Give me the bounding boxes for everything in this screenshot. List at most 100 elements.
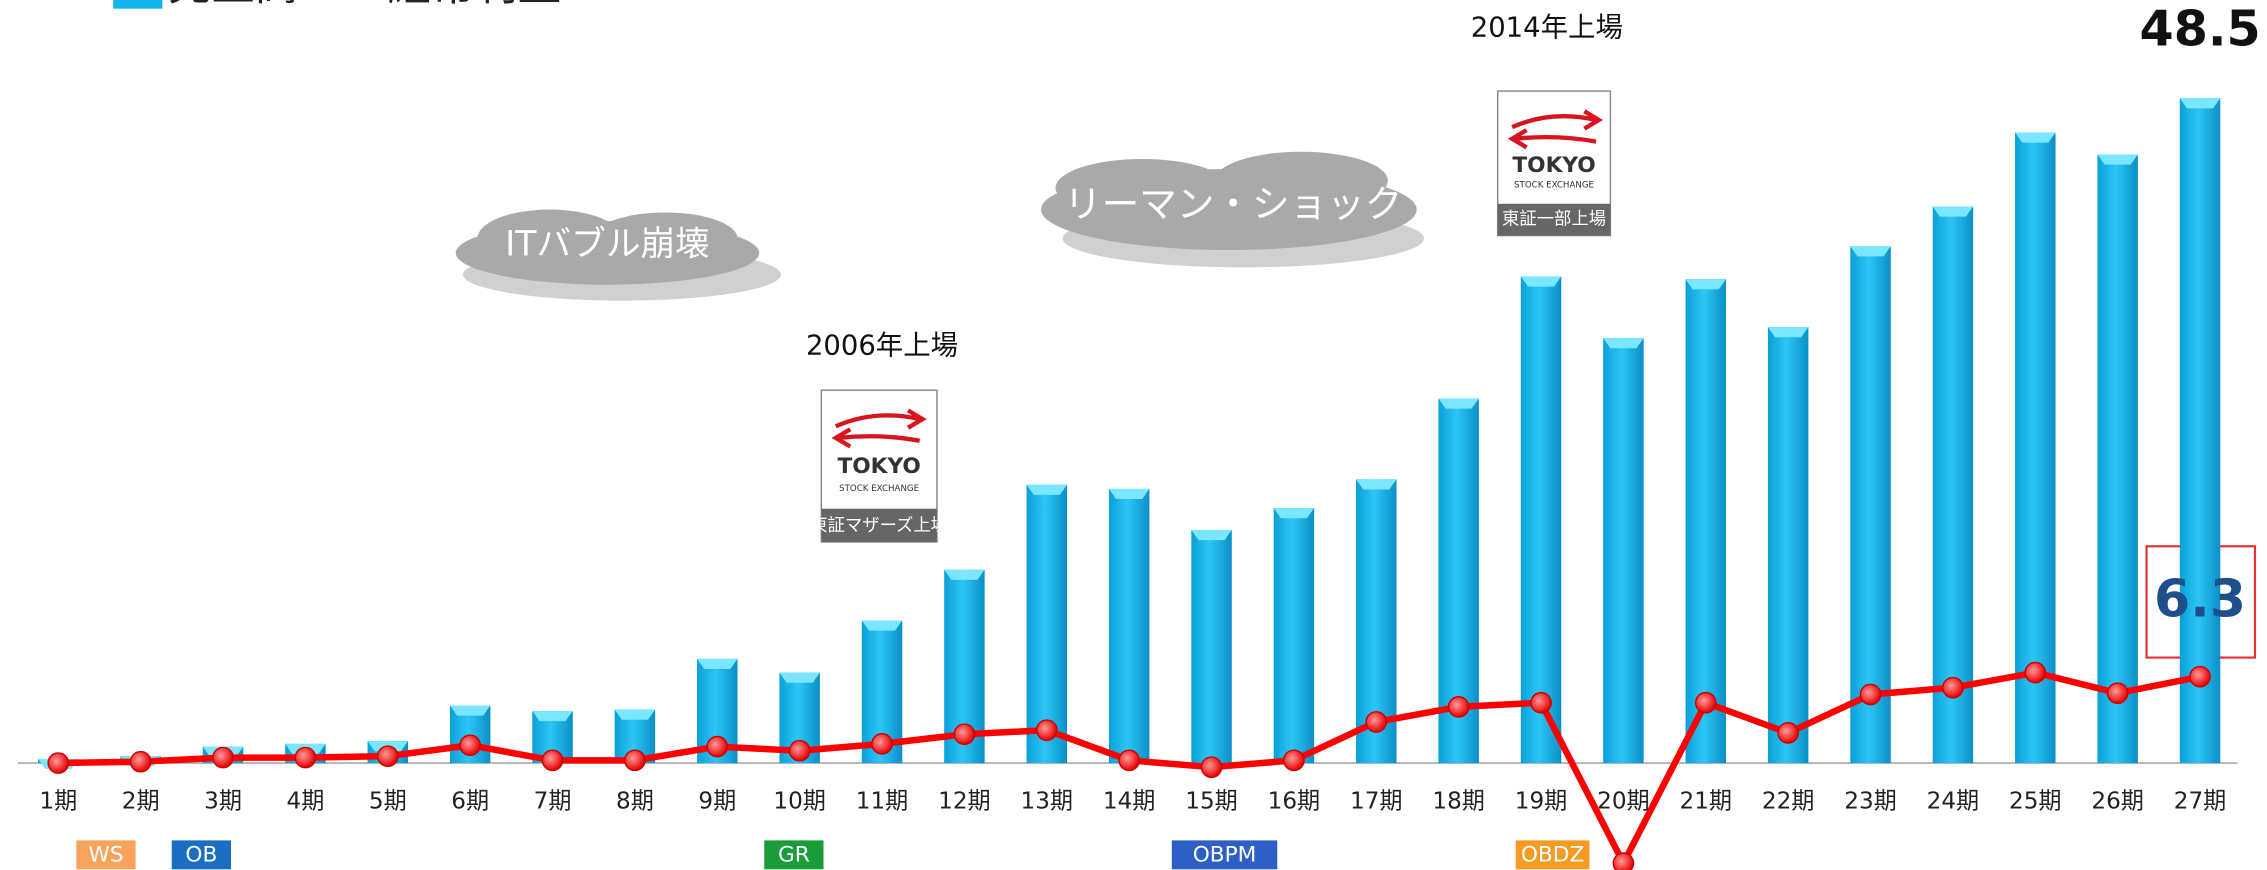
line-point <box>1777 722 1800 744</box>
line-point <box>47 752 70 774</box>
line-point <box>294 746 317 769</box>
x-tick-label: 10期 <box>773 789 826 815</box>
line-point <box>1530 691 1552 714</box>
bar <box>1850 246 1891 764</box>
x-tick-label: 24期 <box>1927 789 1980 815</box>
x-tick-label: 15期 <box>1185 789 1238 815</box>
bar-cap <box>1603 338 1644 349</box>
line-point <box>706 735 729 758</box>
logo: TOKYO STOCK EXCHANGE 東証マザーズ上場 <box>810 389 948 543</box>
badge <box>762 838 825 870</box>
bar-cap <box>944 569 985 580</box>
bar-cap <box>2015 132 2056 143</box>
line-point <box>953 723 976 746</box>
line-point <box>2024 661 2047 684</box>
bar-cap <box>1520 276 1562 287</box>
value-label: 48.5 <box>2140 0 2261 57</box>
bar-cap <box>1356 479 1397 490</box>
logo-sub: STOCK EXCHANGE <box>1514 180 1594 190</box>
bar-cap <box>697 658 738 670</box>
bar-cap <box>1273 508 1315 519</box>
x-tick-label: 17期 <box>1350 789 1403 815</box>
bar <box>1026 484 1068 764</box>
annotation: リーマン・ショック <box>1064 182 1402 226</box>
bar-cap <box>2179 98 2221 109</box>
bar-cap <box>1108 488 1150 500</box>
x-tick-label: 27期 <box>2174 789 2227 815</box>
bar <box>1520 276 1562 764</box>
bar-cap <box>861 620 903 631</box>
line-point <box>129 750 152 773</box>
line-point <box>2106 682 2129 704</box>
line-point <box>1118 749 1141 772</box>
line-point <box>1859 683 1882 706</box>
x-tick-label: 21期 <box>1680 789 1733 815</box>
bar <box>2015 132 2056 764</box>
bar-cap <box>1026 484 1068 495</box>
line-point <box>212 746 234 769</box>
line-point <box>1365 711 1388 733</box>
bar <box>2097 154 2138 764</box>
bar <box>1108 488 1150 764</box>
line-point <box>1447 696 1470 718</box>
bar <box>1603 338 1644 764</box>
line-point <box>1200 756 1223 779</box>
line-point <box>624 749 646 772</box>
logo-caption: 東証マザーズ上場 <box>810 516 948 536</box>
x-tick-label: 6期 <box>451 789 489 815</box>
value-label: 6.3 <box>2154 570 2246 630</box>
x-tick-label: 20期 <box>1597 789 1650 815</box>
x-tick-label: 9期 <box>698 789 736 815</box>
x-tick-label: 14期 <box>1103 789 1156 815</box>
cloud-lehman <box>1041 151 1424 268</box>
badge-label: OBPM <box>1193 843 1257 868</box>
line-point <box>788 739 811 762</box>
line-point <box>1942 676 1964 699</box>
x-tick-label: 7期 <box>534 789 572 815</box>
x-tick-label: 13期 <box>1021 789 1074 815</box>
logo-name: TOKYO <box>837 454 920 479</box>
x-tick-label: 22期 <box>1762 789 1815 815</box>
legend-label: 売上高 <box>168 0 298 11</box>
badge-label: OBDZ <box>1521 843 1584 868</box>
x-tick-label: 1期 <box>39 789 77 815</box>
bar-cap <box>449 705 491 716</box>
line-point <box>1612 852 1635 870</box>
x-tick-label: 8期 <box>616 789 654 815</box>
line-point <box>1035 719 1058 741</box>
badge <box>74 838 138 870</box>
bar <box>1191 530 1232 764</box>
bar-cap <box>614 709 656 720</box>
x-tick-label: 5期 <box>369 789 407 815</box>
bar-cap <box>1767 327 1809 338</box>
bar-cap <box>779 672 820 683</box>
bar-cap <box>1932 206 1974 217</box>
x-tick-label: 16期 <box>1268 789 1321 815</box>
legend-swatch <box>113 0 163 9</box>
annotation: 2006年上場 <box>806 330 958 361</box>
bar <box>1932 206 1974 764</box>
badge-label: GR <box>778 843 810 868</box>
x-tick-label: 11期 <box>856 789 909 815</box>
legend-label: 経常利益 <box>388 0 561 11</box>
bar <box>1685 279 1727 764</box>
x-tick-label: 4期 <box>287 789 325 815</box>
logo: TOKYO STOCK EXCHANGE 東証一部上場 <box>1496 90 1612 237</box>
x-tick-label: 18期 <box>1432 789 1485 815</box>
x-tick-label: 23期 <box>1844 789 1897 815</box>
line-point <box>459 734 482 757</box>
line-point <box>1283 749 1305 772</box>
line-point <box>376 745 399 768</box>
bar-cap <box>1438 398 1479 409</box>
logo-caption: 東証一部上場 <box>1502 210 1606 230</box>
badge-label: WS <box>88 843 123 868</box>
bar <box>1767 327 1809 764</box>
line-point <box>541 749 564 772</box>
x-tick-label: 19期 <box>1515 789 1568 815</box>
logo-sub: STOCK EXCHANGE <box>839 484 919 494</box>
cloud-it <box>455 209 781 301</box>
x-tick-label: 25期 <box>2009 789 2062 815</box>
badge <box>1170 838 1279 870</box>
